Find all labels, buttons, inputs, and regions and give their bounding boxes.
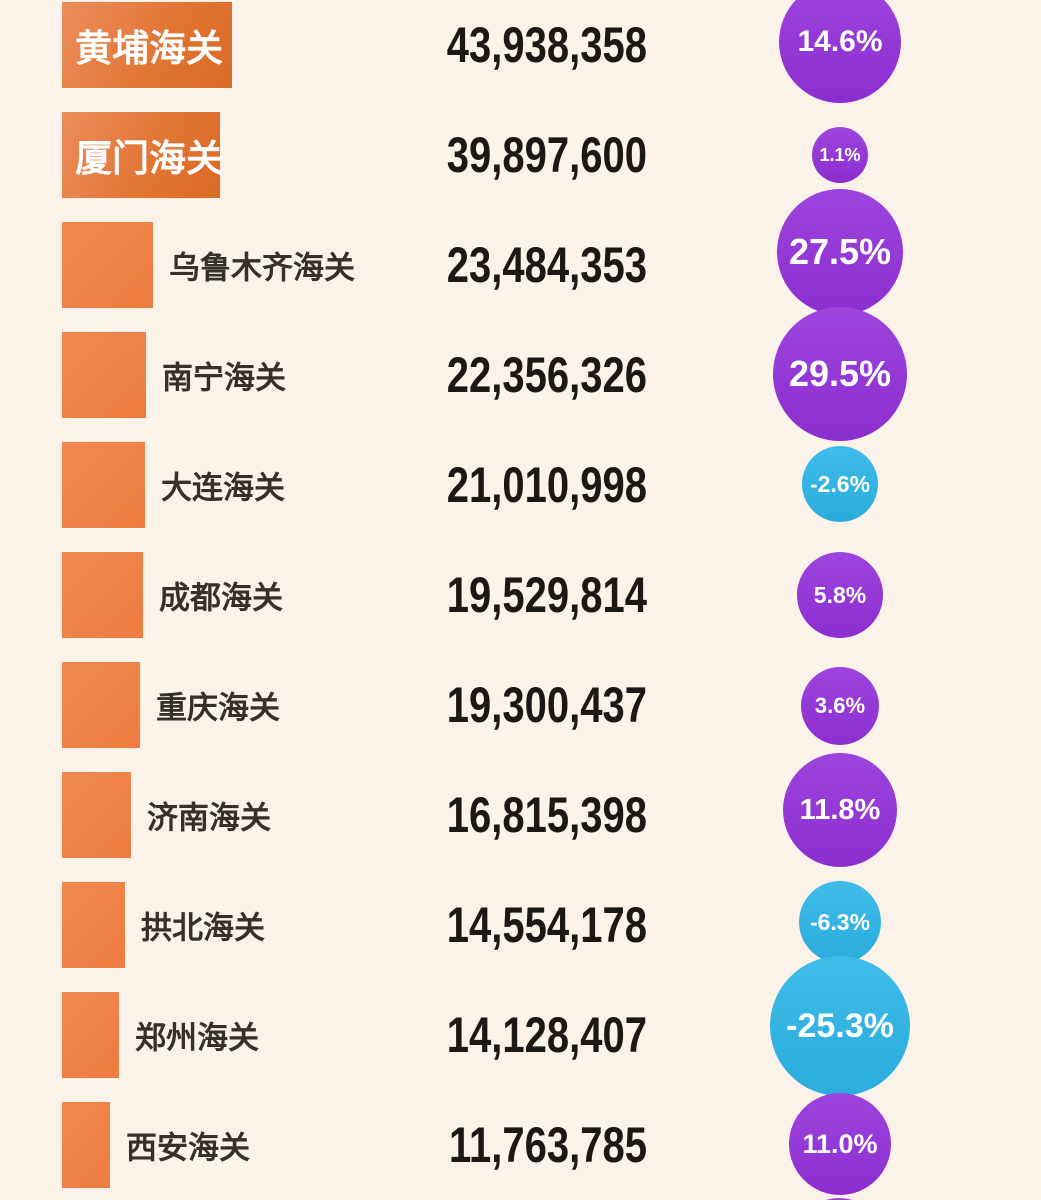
growth-bubble: -2.6% <box>802 446 878 522</box>
growth-value: 11.8% <box>799 793 881 826</box>
growth-value: 29.5% <box>788 353 892 394</box>
customs-label: 成都海关 <box>159 580 283 616</box>
growth-bubble: 11.0% <box>789 1093 891 1195</box>
volume-value: 23,484,353 <box>446 237 647 293</box>
growth-value: 14.6% <box>797 25 883 58</box>
customs-label: 黄埔海关 <box>75 28 223 69</box>
volume-bar <box>62 222 153 308</box>
customs-label: 济南海关 <box>147 800 271 836</box>
customs-label: 郑州海关 <box>135 1020 259 1056</box>
customs-label: 重庆海关 <box>156 690 280 726</box>
growth-bubble: 14.6% <box>779 0 901 103</box>
volume-bar <box>62 332 146 418</box>
customs-label: 西安海关 <box>126 1130 250 1166</box>
customs-label: 大连海关 <box>161 470 285 506</box>
volume-value: 22,356,326 <box>446 347 647 403</box>
growth-bubble: 1.1% <box>812 127 868 183</box>
volume-bar <box>62 992 119 1078</box>
growth-bubble: 3.6% <box>801 667 879 745</box>
growth-bubble: 27.5% <box>777 189 903 315</box>
volume-value: 19,529,814 <box>446 567 647 623</box>
customs-label: 南宁海关 <box>162 360 286 396</box>
volume-value: 16,815,398 <box>446 787 647 843</box>
volume-bar <box>62 552 143 638</box>
growth-value: 3.6% <box>814 693 866 718</box>
volume-value: 43,938,358 <box>446 17 647 73</box>
growth-bubble: 11.8% <box>783 753 897 867</box>
growth-bubble-partial <box>794 1198 884 1200</box>
volume-bar <box>62 442 145 528</box>
volume-value: 14,554,178 <box>446 897 647 953</box>
volume-value: 11,763,785 <box>449 1117 647 1173</box>
growth-value: -2.6% <box>809 470 871 497</box>
growth-bubble: 29.5% <box>773 307 907 441</box>
growth-value: 1.1% <box>819 144 861 165</box>
growth-bubble: -25.3% <box>770 956 910 1096</box>
growth-value: 11.0% <box>802 1128 878 1159</box>
volume-bar <box>62 772 131 858</box>
growth-value: -25.3% <box>786 1006 894 1045</box>
growth-value: 27.5% <box>788 231 892 272</box>
customs-label: 拱北海关 <box>141 910 265 946</box>
growth-bubble: -6.3% <box>799 881 881 963</box>
volume-bar <box>62 662 140 748</box>
growth-value: -6.3% <box>809 908 871 935</box>
volume-bar <box>62 1102 110 1188</box>
growth-bubble: 5.8% <box>797 552 883 638</box>
volume-bar <box>62 882 125 968</box>
volume-value: 39,897,600 <box>446 127 647 183</box>
customs-label: 厦门海关 <box>75 138 223 179</box>
customs-label: 乌鲁木齐海关 <box>169 250 355 286</box>
volume-bar <box>62 2 232 88</box>
volume-value: 21,010,998 <box>446 457 647 513</box>
volume-value: 14,128,407 <box>446 1007 647 1063</box>
growth-value: 5.8% <box>813 581 867 608</box>
volume-value: 19,300,437 <box>446 677 647 733</box>
volume-bar <box>62 112 220 198</box>
